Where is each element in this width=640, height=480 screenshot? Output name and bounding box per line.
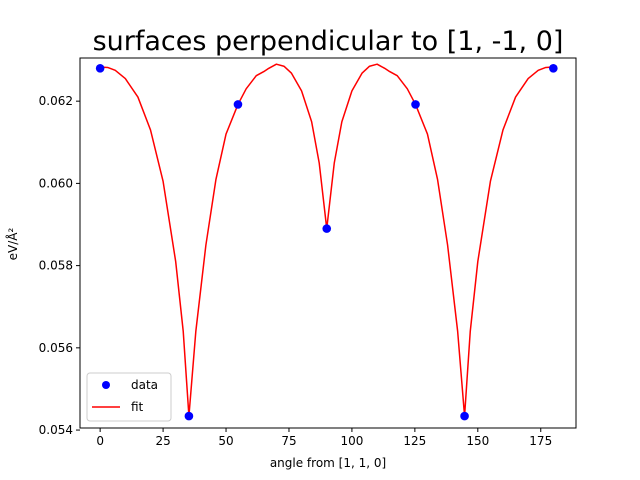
x-tick-label-2: 50 [218, 434, 233, 448]
legend-label-fit: fit [131, 400, 144, 414]
data-point-0 [95, 63, 105, 73]
x-tick-label-3: 75 [281, 434, 296, 448]
plot-area: 0 25 50 75 100 125 150 175 0.054 0.056 0.058 0.060 0… [39, 57, 577, 448]
y-tick-label-3: 0.060 [39, 176, 73, 190]
x-tick-label-6: 150 [466, 434, 489, 448]
x-tick-label-1: 25 [155, 434, 170, 448]
data-point-1 [184, 411, 194, 421]
legend: data fit [86, 372, 172, 422]
data-point-4 [411, 100, 420, 109]
data-point-5 [460, 411, 469, 421]
x-tick-label-5: 125 [403, 434, 426, 448]
legend-marker-data [102, 381, 110, 389]
y-tick-label-4: 0.062 [39, 94, 73, 108]
x-tick-label-0: 0 [96, 434, 104, 448]
data-point-2 [233, 100, 243, 109]
data-point-6 [549, 63, 558, 73]
series-fit-line [100, 63, 554, 417]
plot-frame [79, 57, 577, 429]
data-point-3 [322, 224, 332, 233]
chart-title: surfaces perpendicular to [1, -1, 0] [93, 26, 564, 57]
y-axis-label: eV/Å² [5, 227, 20, 260]
legend-box [86, 372, 172, 422]
legend-label-data: data [131, 378, 158, 392]
x-tick-label-7: 175 [529, 434, 552, 448]
x-tick-label-4: 100 [340, 434, 363, 448]
y-tick-label-0: 0.054 [39, 423, 73, 437]
y-tick-label-1: 0.056 [39, 341, 73, 355]
x-axis-label: angle from [1, 1, 0] [270, 456, 386, 470]
y-tick-label-2: 0.058 [39, 259, 73, 273]
